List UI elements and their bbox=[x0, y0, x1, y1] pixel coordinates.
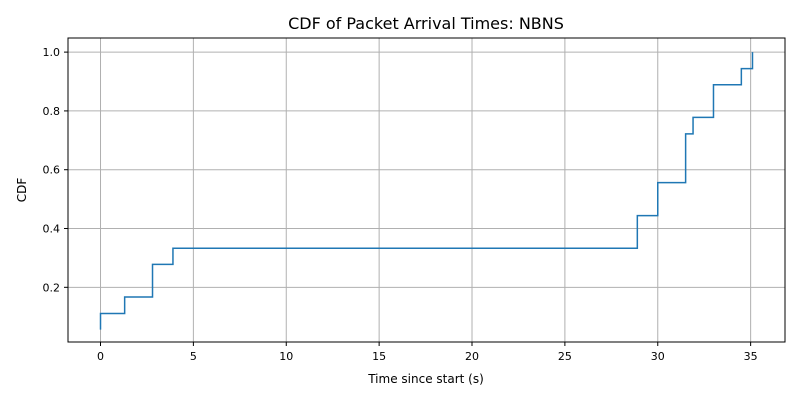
x-tick-label: 15 bbox=[372, 350, 386, 363]
chart-title: CDF of Packet Arrival Times: NBNS bbox=[288, 14, 564, 33]
axis-ticks: 0 5 10 15 20 25 30 35 0.2 0.4 0.6 0.8 1.0 bbox=[43, 46, 758, 363]
series-layer bbox=[99, 52, 754, 330]
x-tick-label: 10 bbox=[279, 350, 293, 363]
x-tick-label: 30 bbox=[651, 350, 665, 363]
y-tick-label: 0.4 bbox=[43, 223, 61, 236]
y-tick-label: 0.8 bbox=[43, 105, 61, 118]
y-tick-label: 1.0 bbox=[43, 46, 61, 59]
plot-frame bbox=[67, 37, 786, 343]
y-axis-label: CDF bbox=[15, 178, 29, 203]
y-tick-label: 0.6 bbox=[43, 164, 61, 177]
x-tick-label: 20 bbox=[465, 350, 479, 363]
x-axis-label: Time since start (s) bbox=[367, 372, 484, 386]
y-tick-label: 0.2 bbox=[43, 281, 61, 294]
x-tick-label: 0 bbox=[97, 350, 104, 363]
grid-lines bbox=[68, 38, 785, 342]
cdf-step-line bbox=[99, 52, 754, 330]
x-tick-label: 35 bbox=[744, 350, 758, 363]
x-tick-label: 25 bbox=[558, 350, 572, 363]
x-tick-label: 5 bbox=[190, 350, 197, 363]
